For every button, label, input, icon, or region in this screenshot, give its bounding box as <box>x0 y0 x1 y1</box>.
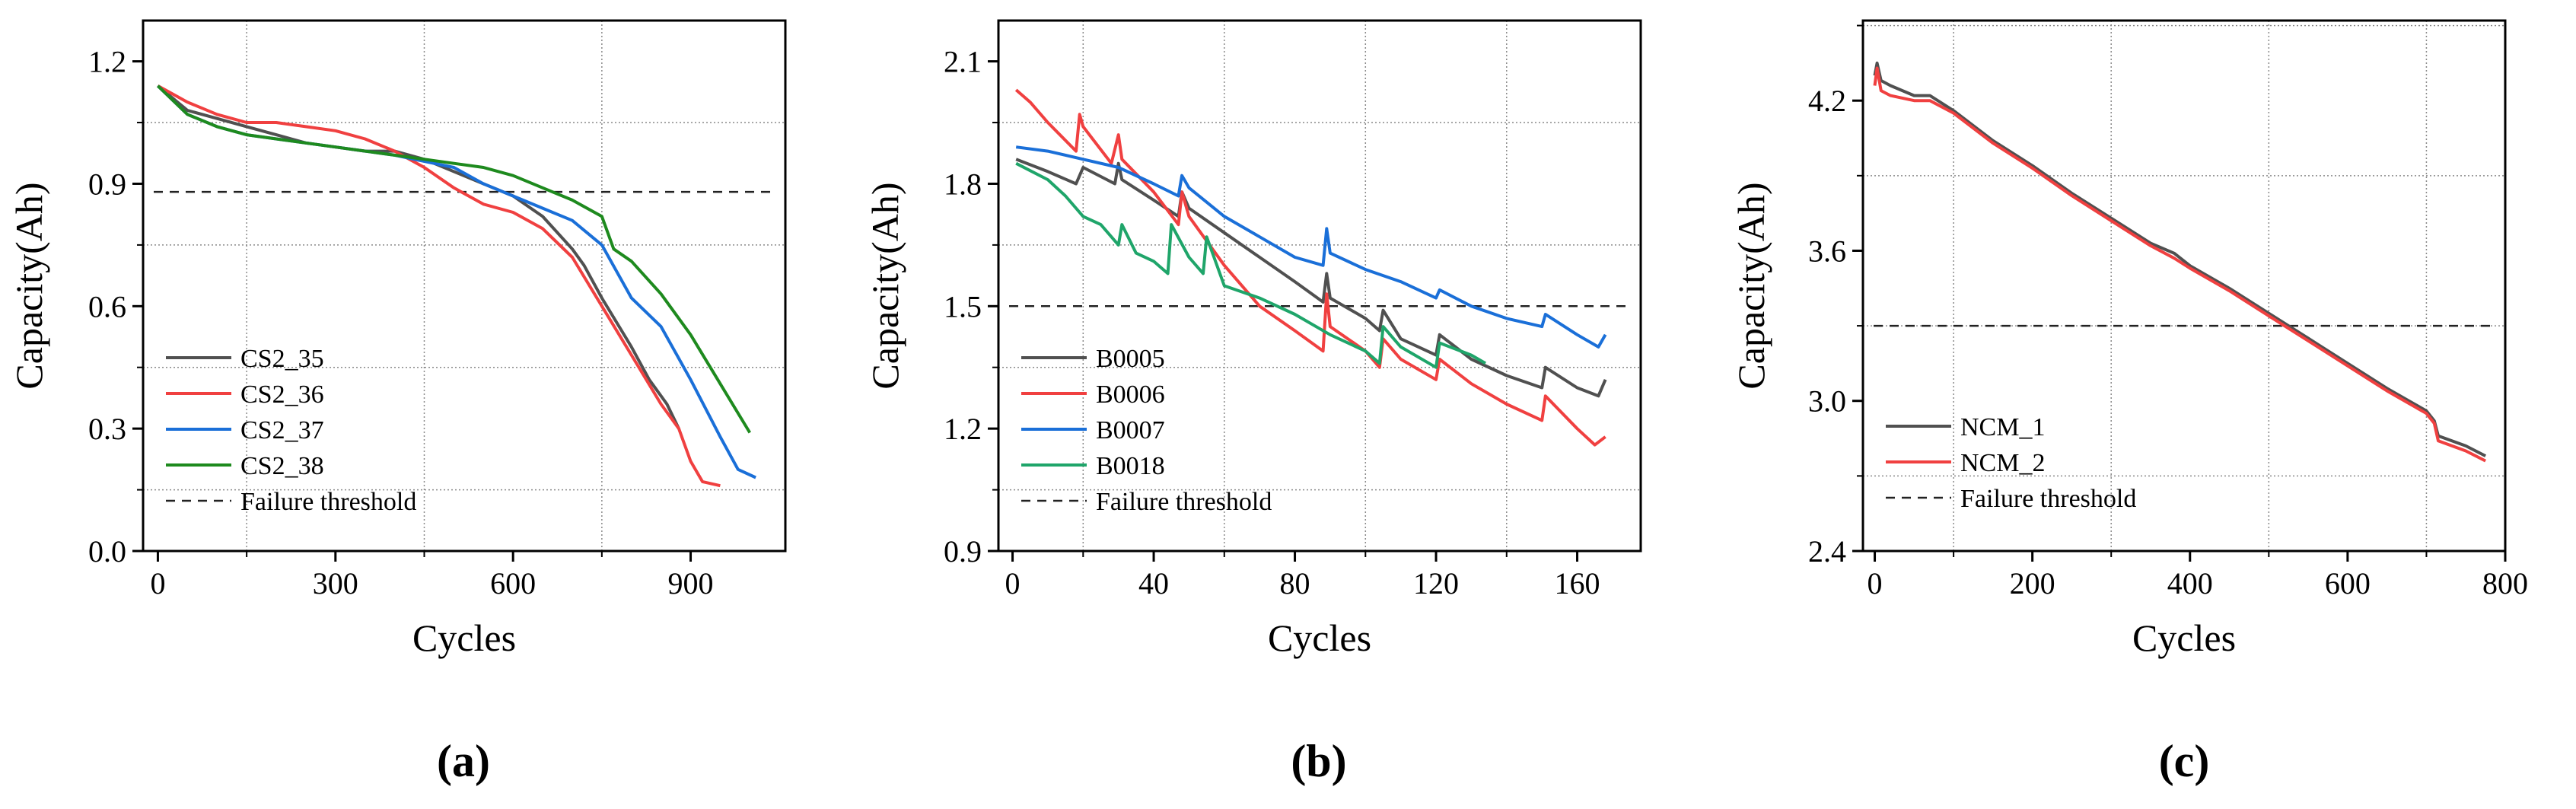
legend-label: CS2_36 <box>240 381 324 409</box>
plot-frame <box>1861 19 2507 553</box>
series-line-cs2-38 <box>157 84 752 434</box>
series-line-b0018 <box>1015 161 1487 369</box>
x-tick-label: 120 <box>1413 566 1459 600</box>
legend-label: B0006 <box>1096 381 1165 409</box>
legend-label-threshold: Failure threshold <box>1096 488 1272 516</box>
y-tick-label: 0.9 <box>944 534 982 569</box>
y-tick-label: 0.9 <box>88 167 126 201</box>
series-line-ncm-2 <box>1873 66 2487 463</box>
x-tick-label: 900 <box>668 566 714 600</box>
y-tick-label: 4.2 <box>1808 84 1846 118</box>
y-tick-label: 3.0 <box>1808 384 1846 419</box>
panel-label: (a) <box>437 736 490 786</box>
panel-label: (c) <box>2159 736 2210 786</box>
legend-label-threshold: Failure threshold <box>240 488 416 516</box>
x-axis-title: Cycles <box>1268 616 1371 659</box>
legend-label: CS2_38 <box>240 452 324 480</box>
x-tick-label: 400 <box>2167 566 2213 600</box>
y-tick-label: 1.8 <box>944 167 982 201</box>
y-tick-label: 2.1 <box>944 45 982 79</box>
legend-label: B0007 <box>1096 416 1165 444</box>
y-tick-label: 0.3 <box>88 412 126 446</box>
x-tick-label: 80 <box>1280 566 1310 600</box>
x-tick-label: 200 <box>2010 566 2055 600</box>
y-axis-title: Capacity(Ah) <box>1730 182 1772 389</box>
x-tick-label: 0 <box>150 566 165 600</box>
series-line-ncm-1 <box>1873 61 2487 457</box>
x-tick-label: 40 <box>1138 566 1169 600</box>
legend-label: B0018 <box>1096 452 1165 480</box>
plot-frame <box>997 19 1642 553</box>
panel-a: 0 300 600 900 0.0 0.3 0.6 0.9 1.2 Cycles Capacity(… <box>8 19 787 786</box>
x-axis-title: Cycles <box>412 616 516 659</box>
series-line-b0007 <box>1015 145 1607 349</box>
legend-label: NCM_1 <box>1960 413 2045 441</box>
y-tick-label: 1.2 <box>88 45 126 79</box>
panel-b: 0 40 80 120 160 0.9 1.2 1.5 1.8 2.1 Cycles Capacity… <box>864 19 1642 786</box>
y-tick-label: 1.5 <box>944 289 982 323</box>
y-tick-label: 0.6 <box>88 289 126 323</box>
legend-label: B0005 <box>1096 345 1165 373</box>
panel-label: (b) <box>1291 736 1346 786</box>
x-tick-label: 160 <box>1555 566 1600 600</box>
legend-label: CS2_37 <box>240 416 324 444</box>
x-tick-label: 800 <box>2482 566 2528 600</box>
x-axis-title: Cycles <box>2132 616 2236 659</box>
x-tick-label: 300 <box>313 566 358 600</box>
panel-c: 0 200 400 600 800 2.4 3.0 3.6 4.2 Cycles Capacity(… <box>1730 19 2528 786</box>
y-axis-title: Capacity(Ah) <box>8 182 50 389</box>
x-tick-label: 600 <box>2325 566 2371 600</box>
legend-label-threshold: Failure threshold <box>1960 485 2136 513</box>
series-line-b0006 <box>1014 88 1606 447</box>
y-tick-label: 1.2 <box>944 412 982 446</box>
series-line-cs2-36 <box>157 84 721 488</box>
y-tick-label: 2.4 <box>1808 534 1846 569</box>
plot-frame <box>142 19 787 553</box>
series-line-cs2-35 <box>157 84 680 430</box>
x-tick-label: 600 <box>490 566 536 600</box>
y-tick-label: 0.0 <box>88 534 126 569</box>
legend-label: NCM_2 <box>1960 449 2045 477</box>
x-tick-label: 0 <box>1868 566 1883 600</box>
x-tick-label: 0 <box>1005 566 1021 600</box>
y-axis-title: Capacity(Ah) <box>864 182 906 389</box>
y-tick-label: 3.6 <box>1808 234 1846 268</box>
legend-label: CS2_35 <box>240 345 324 373</box>
